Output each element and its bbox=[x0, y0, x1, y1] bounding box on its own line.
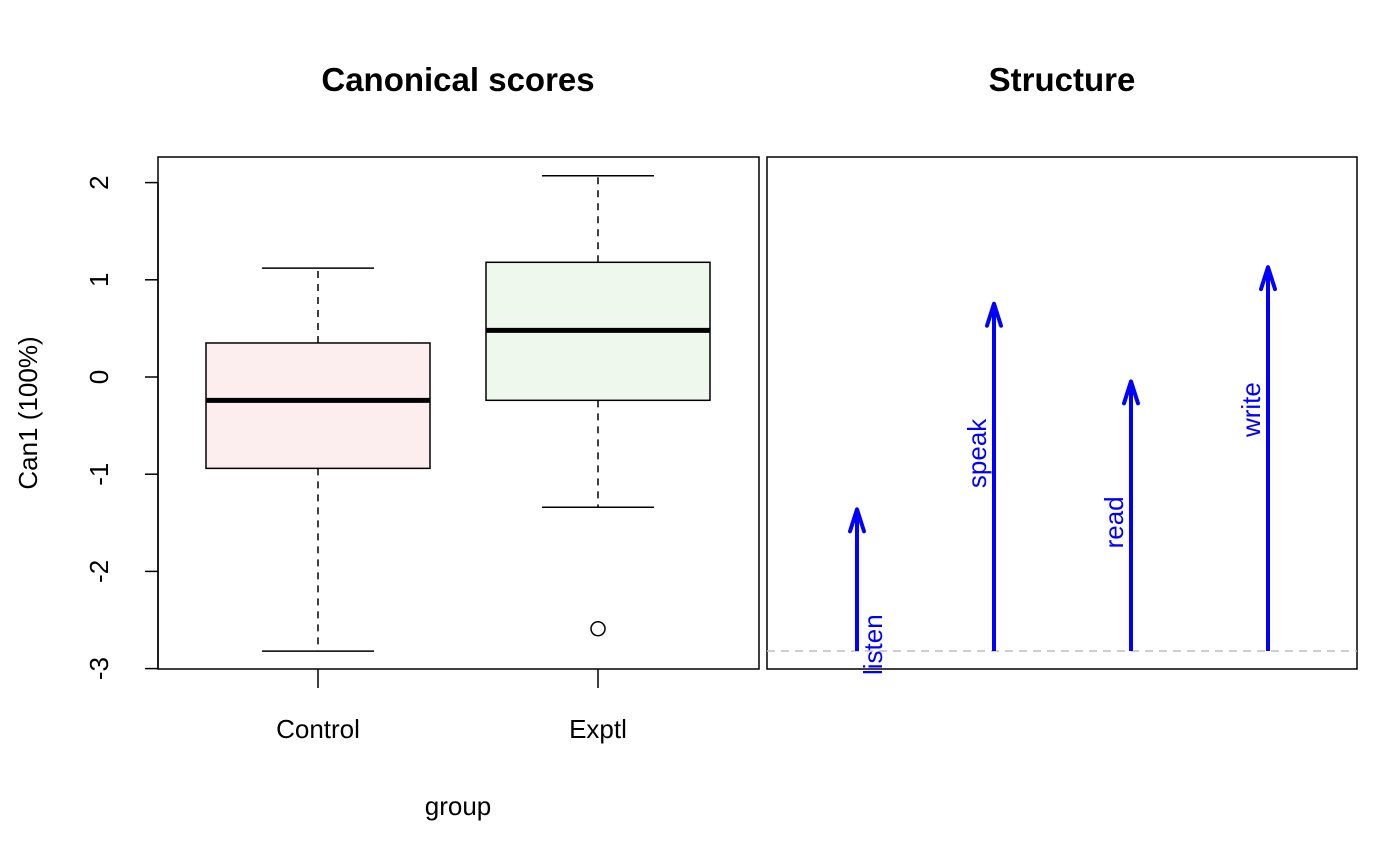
structure-frame bbox=[766, 156, 1358, 670]
vector-read: read bbox=[1099, 379, 1140, 651]
x-axis: Control Exptl bbox=[276, 669, 627, 744]
vector-listen: listen bbox=[848, 507, 888, 675]
vector-arrowhead bbox=[985, 301, 1003, 328]
y-tick-label: 1 bbox=[84, 273, 114, 287]
box-exptl bbox=[485, 175, 711, 637]
y-tick-label: -3 bbox=[84, 657, 114, 680]
y-axis: -3 -2 -1 0 1 2 bbox=[84, 175, 159, 680]
iqr-box bbox=[205, 342, 431, 470]
y-tick-label: -2 bbox=[84, 560, 114, 583]
vector-arrowhead bbox=[1259, 265, 1277, 292]
vector-arrowhead bbox=[848, 507, 866, 534]
vector-speak: speak bbox=[962, 301, 1003, 651]
structure-panel: Structure listen speak read write bbox=[766, 61, 1358, 675]
x-tick-label: Exptl bbox=[569, 714, 627, 744]
boxplot-boxes bbox=[205, 175, 711, 652]
vector-write: write bbox=[1236, 265, 1277, 651]
y-tick-label: 2 bbox=[84, 175, 114, 189]
vector-label: speak bbox=[962, 418, 992, 488]
x-tick-label: Control bbox=[276, 714, 360, 744]
structure-vectors: listen speak read write bbox=[848, 265, 1277, 675]
vector-arrowhead bbox=[1122, 379, 1140, 406]
vector-label: write bbox=[1236, 382, 1266, 438]
vector-label: listen bbox=[858, 614, 888, 675]
structure-title: Structure bbox=[989, 61, 1136, 98]
vector-label: read bbox=[1099, 496, 1129, 548]
x-axis-label: group bbox=[425, 791, 492, 821]
y-axis-label: Can1 (100%) bbox=[13, 336, 43, 489]
outlier-point bbox=[590, 620, 606, 637]
y-tick-label: 0 bbox=[84, 370, 114, 384]
box-control bbox=[205, 267, 431, 652]
y-tick-label: -1 bbox=[84, 463, 114, 486]
canonical-scores-title: Canonical scores bbox=[321, 61, 594, 98]
